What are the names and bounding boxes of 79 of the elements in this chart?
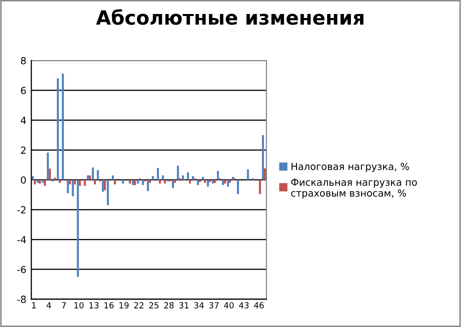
x-tick-label: 22 [134, 302, 144, 308]
bar [122, 180, 124, 184]
legend-label: Фискальная нагрузка по страховым взносам, % [291, 178, 417, 199]
y-tick-label: 4 [20, 116, 26, 124]
x-tick-label: 28 [164, 302, 174, 308]
bar [206, 180, 209, 187]
bar [182, 175, 184, 180]
x-tick-label: 13 [89, 302, 99, 308]
bar [148, 180, 151, 183]
bar [136, 180, 139, 184]
x-tick-label: 34 [194, 302, 204, 308]
bar [78, 180, 81, 186]
bar [246, 169, 249, 180]
bar [44, 180, 46, 186]
bar [188, 180, 191, 184]
bar [236, 180, 239, 194]
y-tick-label: 6 [20, 86, 26, 94]
bar [96, 170, 99, 180]
bar [228, 180, 231, 183]
x-tick-label: 1 [32, 302, 36, 308]
bar [158, 180, 161, 184]
bar [156, 168, 159, 180]
bar [84, 180, 86, 186]
bar [226, 180, 229, 187]
bar [216, 170, 219, 180]
bar [74, 180, 76, 184]
bar [196, 180, 199, 186]
chart-title: Абсолютные изменения [96, 9, 364, 25]
x-tick-label: 16 [104, 302, 114, 308]
x-tick-label: 10 [74, 302, 84, 308]
bar [72, 180, 74, 196]
bar [68, 180, 71, 184]
bar [42, 180, 44, 183]
bar [62, 73, 64, 180]
bar [76, 180, 79, 277]
bar [106, 180, 109, 206]
x-tick-label: 40 [224, 302, 234, 308]
bar [152, 176, 154, 180]
y-tick-label: -6 [17, 266, 26, 274]
bar [202, 176, 204, 180]
y-tick-label: 0 [20, 176, 26, 184]
bar [48, 168, 51, 180]
bar [262, 135, 264, 180]
y-tick-label: -8 [17, 296, 26, 304]
x-tick-label: 46 [254, 302, 264, 308]
bar [34, 180, 36, 184]
bar [92, 167, 94, 180]
bar [146, 180, 149, 192]
bar [264, 168, 266, 180]
bar [142, 180, 144, 186]
bar [162, 175, 164, 180]
legend-label: Налоговая нагрузка, % [292, 162, 409, 172]
bar [94, 180, 96, 184]
bar [164, 180, 166, 184]
bar [32, 176, 34, 180]
y-tick-label: -2 [17, 206, 26, 214]
y-tick-label: 2 [21, 146, 26, 154]
x-tick-label: 25 [149, 302, 158, 308]
bar [114, 180, 116, 184]
bar [174, 180, 176, 183]
x-tick-label: 31 [179, 302, 188, 308]
x-tick-label: 37 [209, 302, 219, 308]
x-tick-label: 4 [46, 302, 52, 308]
bar [128, 180, 131, 184]
bar [172, 180, 174, 188]
x-tick-label: 19 [120, 302, 129, 308]
bar [204, 180, 206, 183]
bar [56, 78, 59, 180]
bar [58, 180, 61, 183]
y-tick-label: 8 [20, 56, 26, 64]
bar [112, 175, 114, 180]
bar [186, 172, 189, 180]
bar [258, 180, 261, 194]
x-tick-label: 43 [239, 302, 249, 308]
bar [46, 152, 49, 180]
y-tick-label: -4 [17, 236, 26, 244]
bar [176, 166, 179, 180]
x-tick-label: 7 [62, 302, 66, 308]
bar [66, 180, 69, 194]
